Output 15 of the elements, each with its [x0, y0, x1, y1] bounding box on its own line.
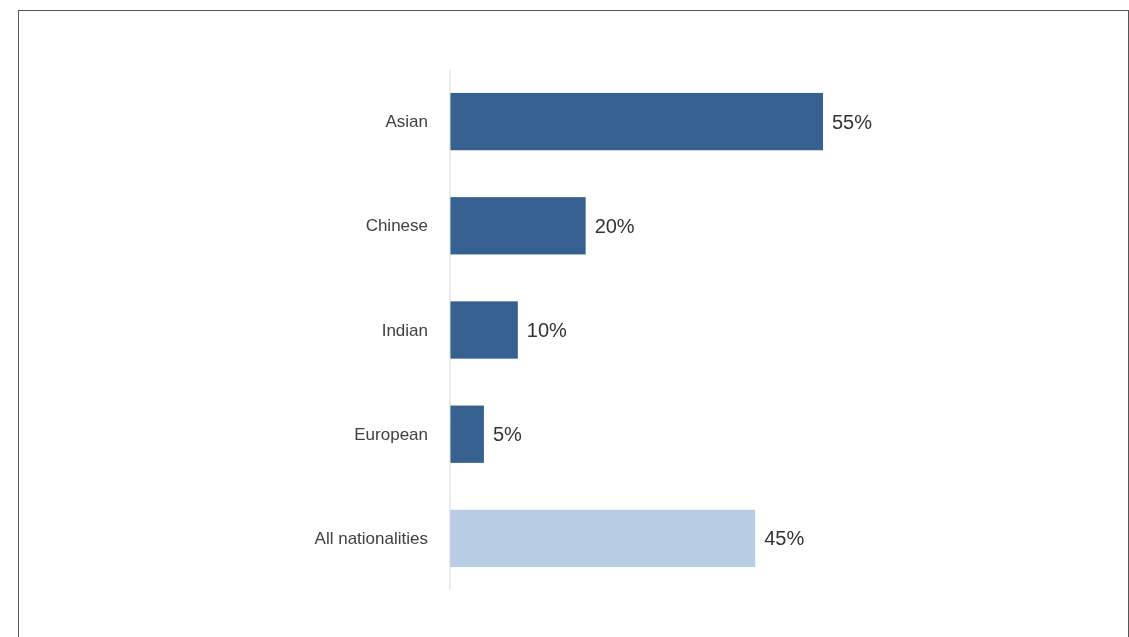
bar — [450, 92, 823, 151]
y-tick-label: European — [354, 424, 428, 444]
bar — [450, 509, 756, 568]
y-tick-label: All nationalities — [314, 528, 428, 548]
data-label: 55% — [832, 110, 873, 133]
data-label: 10% — [526, 319, 568, 341]
y-tick-label: Asian — [385, 112, 428, 132]
y-tick-label: Indian — [381, 320, 428, 340]
bar — [450, 301, 518, 359]
y-tick-label: Chinese — [365, 216, 428, 236]
bar — [450, 405, 484, 463]
data-label: 5% — [492, 423, 523, 446]
bar — [450, 197, 586, 255]
data-label: 45% — [764, 527, 805, 550]
data-label: 20% — [594, 214, 635, 237]
